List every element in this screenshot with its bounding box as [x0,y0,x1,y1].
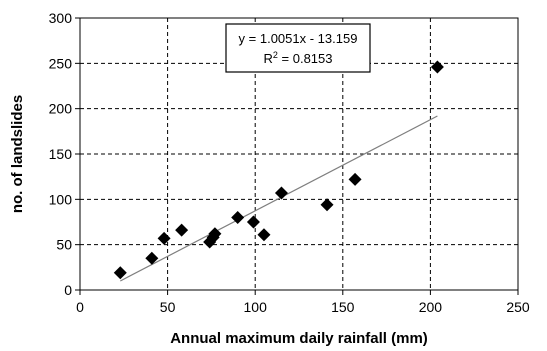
x-tick-label: 0 [76,299,84,315]
data-points [114,60,444,279]
y-tick-label: 200 [49,101,73,117]
x-axis-title: Annual maximum daily rainfall (mm) [170,330,428,347]
y-tick-label: 250 [49,55,73,71]
data-point [175,224,188,237]
r-squared-value: = 0.8153 [278,51,333,66]
y-axis-title: no. of landslides [9,95,26,213]
x-tick-label: 200 [419,299,443,315]
x-tick-label: 250 [506,299,530,315]
y-tick-label: 150 [49,146,73,162]
data-point [114,266,127,279]
equation-box: y = 1.0051x - 13.159 R2 = 0.8153 [226,24,370,72]
data-point [247,216,260,229]
y-tick-label: 50 [56,237,72,253]
data-point [431,60,444,73]
data-point [349,173,362,186]
y-tick-label: 100 [49,191,73,207]
data-point [321,198,334,211]
y-tick-label: 0 [64,282,72,298]
x-tick-label: 50 [160,299,176,315]
x-tick-label: 100 [244,299,268,315]
trendline-equation: y = 1.0051x - 13.159 [239,31,358,46]
y-tick-label: 300 [49,10,73,26]
x-tick-label: 150 [331,299,355,315]
data-point [275,186,288,199]
data-point [257,228,270,241]
data-point [158,232,171,245]
r-squared-prefix: R [264,51,273,66]
